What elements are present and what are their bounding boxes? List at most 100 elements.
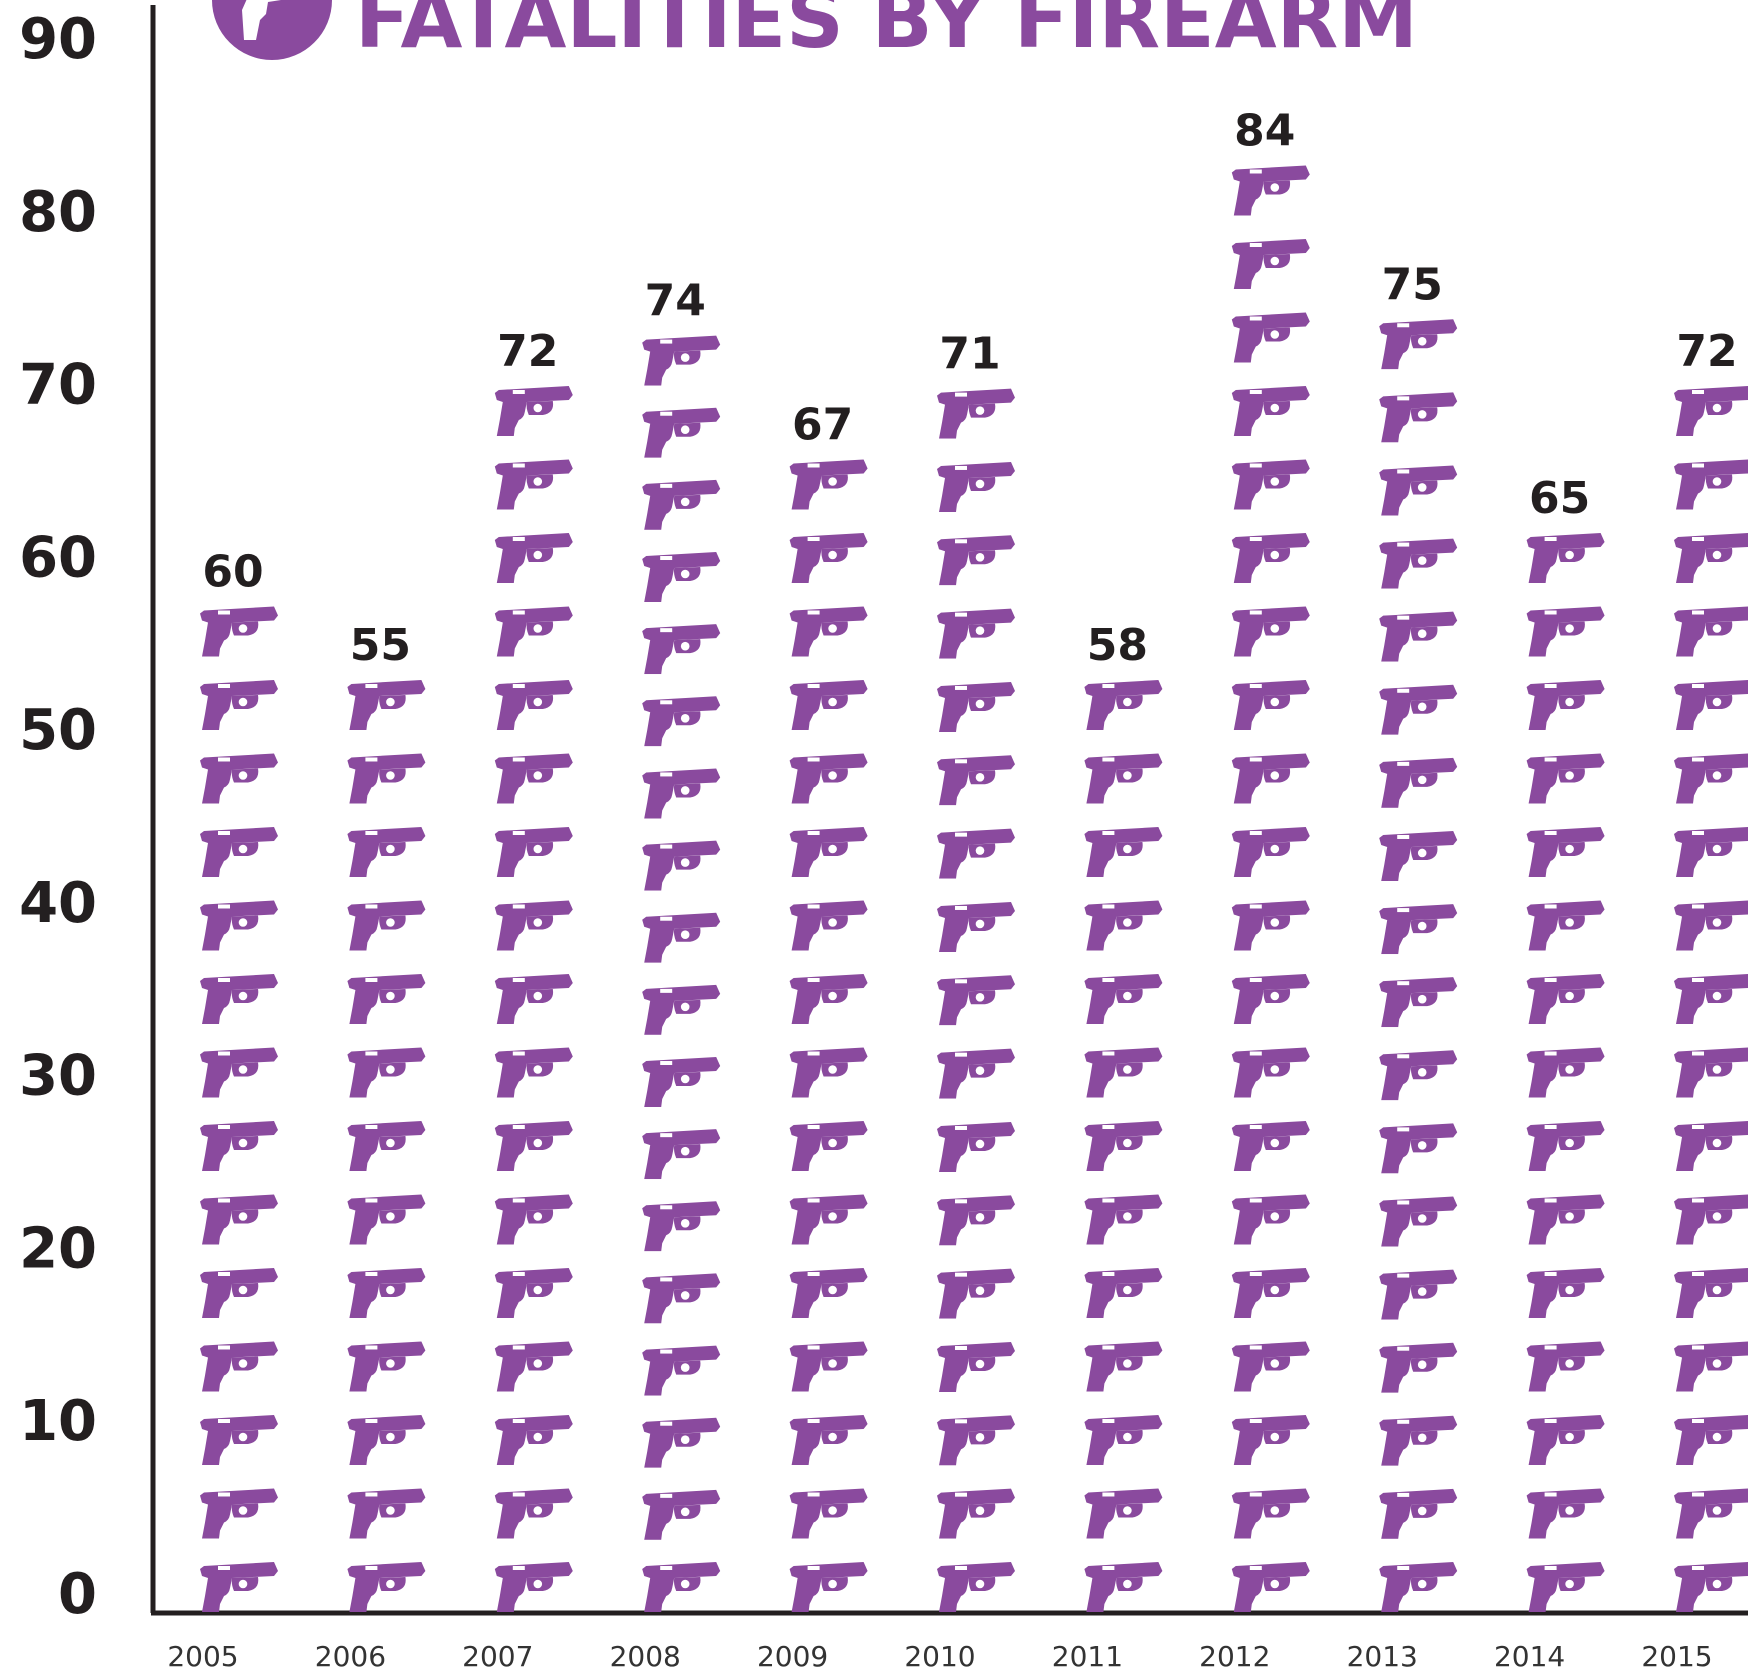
pistol-icon (642, 552, 721, 603)
y-tick-label: 60 (19, 525, 97, 590)
pistol-icon (1084, 1488, 1163, 1539)
pistol-icon (1231, 239, 1310, 289)
pistol-icon (200, 1488, 278, 1539)
pistol-icon (200, 827, 278, 877)
pistol-badge-icon (212, 0, 332, 60)
pistol-icon (937, 1341, 1015, 1392)
chart-header: FATALITIES BY FIREARM (212, 0, 1418, 66)
pistol-icon (1379, 611, 1458, 662)
x-axis: 2005 2006 2007 2008 2009 2010 2011 2012 2013 2014… (151, 1610, 1748, 1672)
pistol-icon (1526, 680, 1605, 730)
pictogram-column-2007: 72 (494, 326, 573, 1612)
pistol-icon (347, 827, 426, 877)
value-label: 65 (1529, 473, 1590, 524)
pistol-icon (200, 680, 278, 730)
pistol-icon (1526, 1047, 1605, 1098)
pistol-icon (1379, 757, 1458, 808)
pistol-icon (1526, 753, 1605, 804)
pistol-icon (1379, 1488, 1458, 1539)
x-tick-label: 2012 (1199, 1640, 1270, 1672)
pistol-icon (937, 1415, 1015, 1466)
pistol-icon (642, 1562, 721, 1612)
x-tick-label: 2008 (610, 1640, 681, 1672)
pistol-icon (789, 753, 868, 804)
pistol-icon (1674, 533, 1748, 583)
pistol-icon (1674, 1415, 1748, 1465)
pistol-icon (494, 386, 573, 436)
pistol-icon (937, 1195, 1015, 1246)
y-tick-label: 10 (19, 1389, 97, 1454)
pistol-icon (1231, 386, 1310, 436)
value-label: 72 (497, 326, 558, 377)
pistol-icon (200, 753, 278, 804)
pistol-icon (1231, 312, 1310, 363)
pistol-icon (1674, 753, 1748, 804)
pistol-icon (642, 696, 721, 747)
y-tick-label: 30 (19, 1044, 97, 1109)
pictogram-column-2006: 55 (347, 620, 426, 1612)
pistol-icon (1231, 753, 1310, 804)
pistol-icon (347, 680, 426, 730)
pistol-icon (642, 1345, 721, 1396)
pistol-icon (1084, 974, 1163, 1024)
pistol-icon (1674, 827, 1748, 877)
pistol-icon (347, 900, 426, 951)
pistol-icon (1231, 1341, 1310, 1392)
pistol-icon (1379, 538, 1458, 589)
pistol-icon (789, 1194, 868, 1245)
pistol-icon (937, 1488, 1015, 1539)
pistol-icon (1084, 827, 1163, 877)
pistol-icon (937, 535, 1015, 586)
pistol-icon (789, 533, 868, 583)
x-tick-label: 2010 (904, 1640, 975, 1672)
pistol-icon (200, 900, 278, 951)
pistol-icon (494, 1341, 573, 1392)
pistol-icon (347, 1562, 426, 1612)
pistol-icon (1674, 1488, 1748, 1539)
pictogram-column-2008: 74 (642, 276, 721, 1612)
pictogram-column-2014: 65 (1526, 473, 1605, 1612)
pistol-icon (642, 1489, 721, 1540)
pistol-icon (1231, 1415, 1310, 1465)
pistol-icon (200, 1415, 278, 1465)
pistol-icon (1231, 459, 1310, 510)
pistol-icon (1084, 1341, 1163, 1392)
pistol-icon (1674, 1194, 1748, 1245)
pistol-icon (937, 1562, 1015, 1612)
pistol-icon (1526, 827, 1605, 877)
pistol-icon (789, 1488, 868, 1539)
pistol-icon (1379, 1123, 1458, 1174)
value-label: 60 (202, 547, 263, 598)
pistol-icon (1379, 684, 1458, 735)
pistol-icon (494, 533, 573, 583)
y-tick-label: 70 (19, 353, 97, 418)
pistol-icon (1379, 1269, 1458, 1320)
pistol-icon (1379, 319, 1458, 370)
pistol-icon (1526, 1194, 1605, 1245)
pistol-icon (642, 479, 721, 530)
pistol-icon (1674, 680, 1748, 730)
pistol-icon (200, 1341, 278, 1392)
pistol-icon (1674, 459, 1748, 510)
pistol-icon (200, 1268, 278, 1318)
pistol-icon (789, 827, 868, 877)
pistol-icon (1231, 165, 1310, 216)
pistol-icon (789, 680, 868, 730)
pistol-icon (937, 755, 1015, 806)
pistol-icon (937, 388, 1015, 439)
pistol-icon (642, 1201, 721, 1252)
value-label: 67 (792, 400, 853, 451)
pistol-icon (1379, 830, 1458, 881)
pistol-icon (1379, 1196, 1458, 1247)
pistol-icon (347, 1268, 426, 1318)
pistol-icon (789, 459, 868, 510)
pistol-icon (1526, 1488, 1605, 1539)
pistol-icon (642, 840, 721, 891)
y-tick-label: 80 (19, 180, 97, 245)
pistol-icon (494, 827, 573, 877)
pistol-icon (789, 1121, 868, 1171)
pistol-icon (642, 407, 721, 458)
x-tick-label: 2007 (462, 1640, 533, 1672)
pistol-icon (1231, 1268, 1310, 1318)
